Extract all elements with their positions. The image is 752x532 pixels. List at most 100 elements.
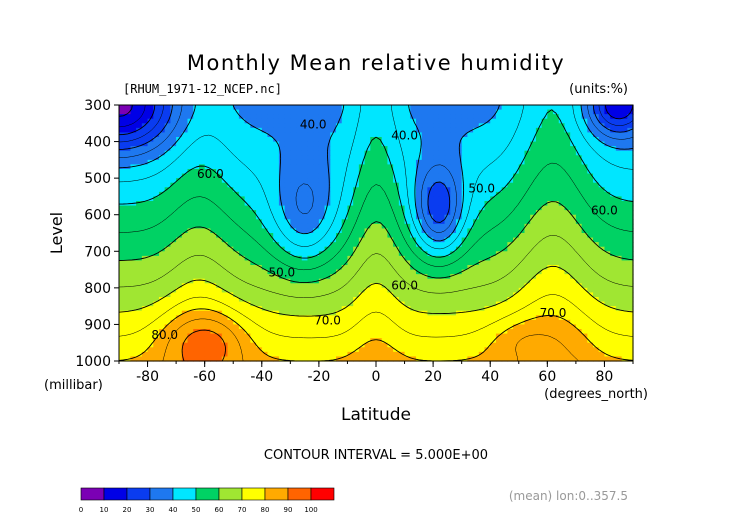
- field-cell: [381, 351, 389, 358]
- field-cell: [410, 205, 417, 211]
- field-cell: [364, 287, 371, 294]
- field-cell: [244, 214, 251, 220]
- field-cell: [627, 223, 634, 230]
- field-cell: [250, 319, 257, 326]
- field-cell: [227, 265, 234, 271]
- field-cell: [467, 278, 474, 284]
- field-cell: [450, 351, 457, 358]
- field-cell: [261, 237, 269, 243]
- field-cell: [415, 137, 423, 143]
- field-cell: [261, 114, 269, 120]
- field-cell: [347, 127, 354, 134]
- field-cell: [484, 274, 491, 280]
- field-cell: [256, 123, 263, 129]
- field-cell: [158, 164, 166, 170]
- field-cell: [216, 118, 223, 124]
- field-cell: [193, 356, 200, 362]
- field-cell: [473, 297, 480, 303]
- field-cell: [341, 201, 349, 207]
- field-cell: [524, 127, 531, 134]
- field-cell: [136, 319, 143, 326]
- field-cell: [513, 191, 520, 198]
- field-cell: [627, 265, 634, 271]
- field-cell: [307, 255, 314, 262]
- field-cell: [524, 228, 531, 234]
- field-cell: [621, 196, 628, 202]
- field-cell: [204, 169, 211, 175]
- field-cell: [473, 169, 480, 175]
- field-cell: [193, 338, 200, 344]
- field-cell: [181, 287, 189, 294]
- field-cell: [284, 233, 291, 239]
- field-cell: [227, 150, 234, 156]
- field-cell: [256, 178, 263, 184]
- field-cell: [119, 260, 126, 266]
- field-cell: [124, 233, 132, 239]
- field-cell: [204, 287, 211, 294]
- field-cell: [347, 297, 354, 303]
- field-cell: [307, 210, 314, 216]
- field-cell: [467, 146, 474, 152]
- field-cell: [507, 159, 514, 166]
- field-cell: [318, 292, 326, 298]
- field-cell: [410, 233, 417, 239]
- field-cell: [158, 182, 166, 188]
- field-cell: [136, 265, 143, 271]
- field-cell: [393, 214, 400, 220]
- field-cell: [587, 233, 594, 239]
- field-cell: [444, 118, 451, 124]
- field-cell: [507, 150, 514, 156]
- field-cell: [290, 233, 297, 239]
- field-cell: [158, 146, 166, 152]
- field-cell: [233, 164, 240, 170]
- field-cell: [444, 127, 451, 134]
- field-cell: [336, 178, 343, 184]
- field-cell: [244, 356, 251, 362]
- field-cell: [455, 187, 463, 193]
- field-cell: [336, 105, 343, 111]
- field-cell: [336, 342, 343, 348]
- field-cell: [393, 223, 400, 230]
- field-cell: [461, 292, 468, 298]
- field-cell: [610, 196, 617, 202]
- field-cell: [227, 356, 234, 362]
- field-cell: [358, 219, 366, 225]
- field-cell: [147, 219, 154, 225]
- field-cell: [198, 132, 206, 138]
- field-cell: [227, 310, 234, 316]
- field-cell: [404, 274, 411, 280]
- field-cell: [244, 292, 251, 298]
- field-cell: [301, 278, 309, 284]
- field-cell: [341, 342, 349, 348]
- field-cell: [238, 338, 246, 344]
- field-cell: [615, 123, 623, 129]
- field-cell: [427, 283, 434, 289]
- field-cell: [455, 287, 463, 294]
- field-cell: [318, 123, 326, 129]
- field-cell: [535, 315, 543, 321]
- field-cell: [421, 342, 428, 348]
- field-cell: [170, 274, 177, 280]
- field-cell: [444, 237, 451, 243]
- field-cell: [198, 324, 206, 330]
- field-cell: [473, 223, 480, 230]
- field-cell: [318, 329, 326, 335]
- field-cell: [627, 315, 634, 321]
- field-cell: [450, 223, 457, 230]
- field-cell: [347, 242, 354, 248]
- field-cell: [330, 237, 337, 243]
- field-cell: [307, 141, 314, 147]
- field-cell: [204, 187, 211, 193]
- field-cell: [547, 118, 554, 124]
- field-cell: [553, 201, 560, 207]
- field-cell: [244, 283, 251, 289]
- field-cell: [364, 164, 371, 170]
- field-cell: [501, 159, 508, 166]
- field-cell: [490, 219, 497, 225]
- field-cell: [484, 105, 491, 111]
- field-cell: [615, 169, 623, 175]
- field-cell: [164, 127, 171, 134]
- field-cell: [433, 155, 440, 161]
- field-cell: [530, 169, 537, 175]
- field-cell: [513, 187, 520, 193]
